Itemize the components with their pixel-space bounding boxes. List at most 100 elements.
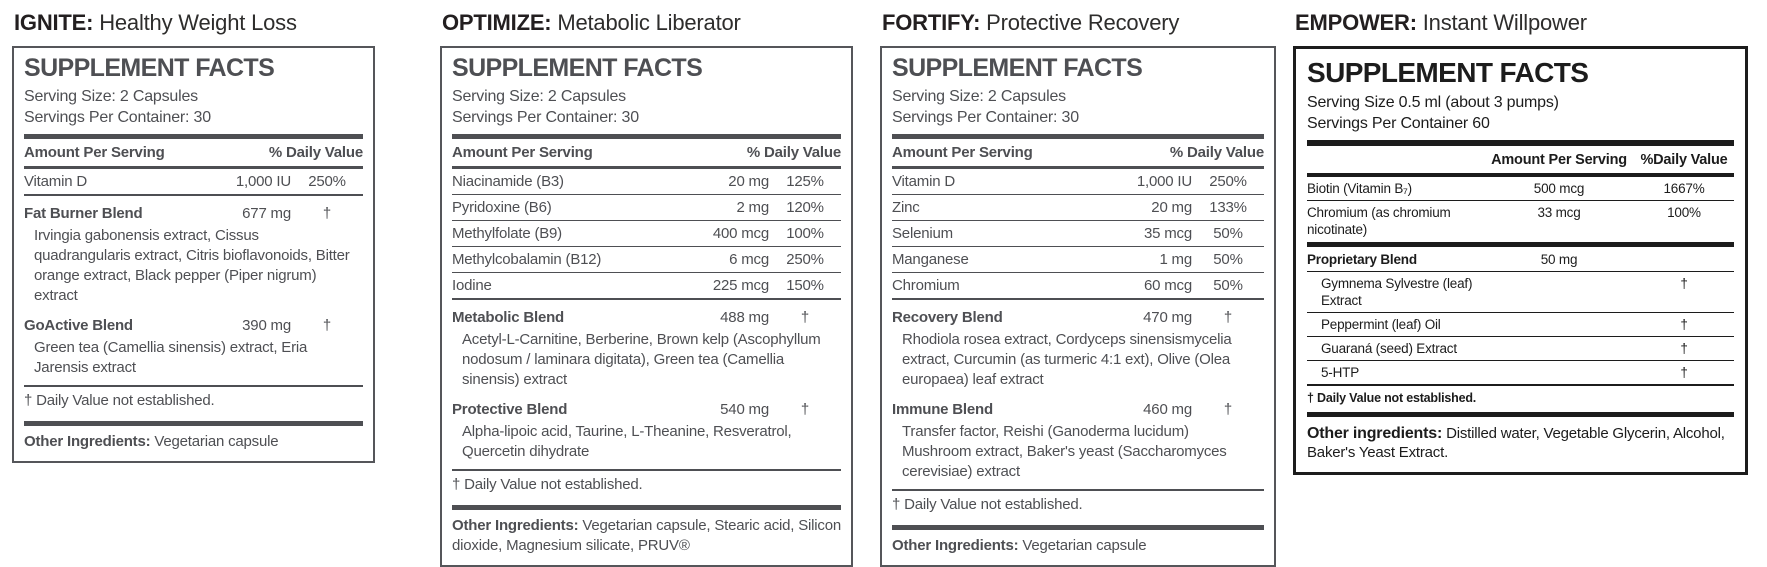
ingredient-row: Metabolic Blend 488 mg † bbox=[452, 305, 841, 330]
ingredient-daily-value: † bbox=[800, 401, 810, 418]
blend-sections: Fat Burner Blend 677 mg † Irvingia gabonens… bbox=[24, 194, 363, 382]
blend-sections: Metabolic Blend 488 mg † Acetyl-L-Carnitine… bbox=[452, 298, 841, 466]
ingredient-amount: 500 mcg bbox=[1533, 181, 1585, 196]
supplement-panel-optimize: OPTIMIZE: Metabolic Liberator SUPPLEMENT… bbox=[440, 6, 853, 567]
ingredient-daily-value: † bbox=[322, 317, 332, 334]
amount-header: Amount Per Serving bbox=[1491, 152, 1627, 168]
daily-value-footnote: † Daily Value not established. bbox=[892, 489, 1264, 519]
other-ingredients-text: Distilled water, Vegetable Glycerin, Alc… bbox=[1307, 425, 1725, 461]
ingredient-amount: 400 mcg bbox=[712, 225, 769, 242]
blend-ingredients-text: Irvingia gabonensis extract, Cissus quad… bbox=[34, 227, 350, 304]
ingredient-row: Recovery Blend 470 mg † bbox=[892, 305, 1264, 330]
ingredient-name: Peppermint (leaf) Oil bbox=[1321, 317, 1441, 332]
ingredient-name: Metabolic Blend bbox=[452, 309, 565, 326]
blend-section: Fat Burner Blend 677 mg † Irvingia gabonens… bbox=[24, 198, 363, 310]
amount-header: Amount Per Serving bbox=[892, 144, 1033, 161]
ingredient-name: Vitamin D bbox=[24, 173, 87, 190]
ingredient-daily-value: † bbox=[1680, 365, 1688, 380]
supplement-panel-ignite: IGNITE: Healthy Weight Loss SUPPLEMENT F… bbox=[12, 6, 375, 463]
ingredient-name: Pyridoxine (B6) bbox=[452, 199, 552, 216]
ingredient-name: Iodine bbox=[452, 277, 492, 294]
ingredient-row: Manganese 1 mg 50% bbox=[892, 247, 1264, 273]
ingredient-daily-value: † bbox=[322, 205, 332, 222]
ingredient-row: Peppermint (leaf) Oil † bbox=[1307, 312, 1734, 336]
table-header-row: Amount Per Serving % Daily Value bbox=[24, 139, 363, 169]
ingredient-daily-value: 150% bbox=[786, 277, 824, 294]
blend-section: Protective Blend 540 mg † Alpha-lipoic acid… bbox=[452, 394, 841, 466]
serving-size-line: Serving Size: 2 Capsules bbox=[452, 88, 626, 105]
divider-bar bbox=[892, 134, 1264, 139]
ingredient-row: 5-HTP † bbox=[1307, 360, 1734, 384]
panel-title-subtitle: Healthy Weight Loss bbox=[99, 10, 297, 35]
ingredient-row: Pyridoxine (B6) 2 mg 120% bbox=[452, 195, 841, 221]
serving-size-line: Serving Size: 2 Capsules bbox=[892, 88, 1066, 105]
ingredient-amount: 488 mg bbox=[720, 309, 769, 326]
facts-heading: SUPPLEMENT FACTS bbox=[24, 54, 275, 82]
supplement-facts-box: SUPPLEMENT FACTS Serving Size: 2 Capsule… bbox=[880, 46, 1276, 567]
ingredient-amount: 1 mg bbox=[1159, 251, 1192, 268]
panel-title-subtitle: Metabolic Liberator bbox=[557, 10, 741, 35]
ingredient-daily-value: 250% bbox=[1209, 173, 1247, 190]
panel-title-subtitle: Instant Willpower bbox=[1422, 10, 1587, 35]
other-ingredients-label: Other Ingredients: bbox=[892, 537, 1019, 554]
ingredient-amount: 35 mcg bbox=[1144, 225, 1192, 242]
ingredient-row: GoActive Blend 390 mg † bbox=[24, 313, 363, 338]
supplement-panel-empower: EMPOWER: Instant Willpower SUPPLEMENT FA… bbox=[1293, 6, 1748, 475]
serving-size-line: Serving Size: 2 Capsules bbox=[24, 88, 198, 105]
ingredient-amount: 390 mg bbox=[242, 317, 291, 334]
ingredient-daily-value: † bbox=[1680, 317, 1688, 332]
ingredient-amount: 540 mg bbox=[720, 401, 769, 418]
ingredient-row: Protective Blend 540 mg † bbox=[452, 397, 841, 422]
ingredient-amount: 1,000 IU bbox=[235, 173, 291, 190]
amount-header: Amount Per Serving bbox=[452, 144, 593, 161]
blend-ingredients-text: Acetyl-L-Carnitine, Berberine, Brown kel… bbox=[462, 331, 821, 388]
other-ingredients-label: Other ingredients: bbox=[1307, 425, 1443, 442]
daily-value-header: %Daily Value bbox=[1640, 152, 1728, 168]
ingredient-rows: Biotin (Vitamin B₇) 500 mcg 1667% Chromium … bbox=[1307, 177, 1734, 241]
ingredient-daily-value: † bbox=[1680, 276, 1688, 291]
ingredient-amount: 470 mg bbox=[1143, 309, 1192, 326]
ingredient-name: Biotin (Vitamin B₇) bbox=[1307, 181, 1412, 196]
ingredient-name: Vitamin D bbox=[892, 173, 955, 190]
ingredient-rows: Vitamin D 1,000 IU 250% bbox=[24, 169, 363, 194]
other-ingredients: Other Ingredients: Vegetarian capsule, S… bbox=[452, 510, 841, 556]
panel-title-brand: IGNITE: bbox=[14, 10, 94, 35]
ingredient-rows: Vitamin D 1,000 IU 250% Zinc 20 mg 133% Seleni… bbox=[892, 169, 1264, 298]
supplement-facts-box: SUPPLEMENT FACTS Serving Size: 2 Capsule… bbox=[440, 46, 853, 567]
facts-heading: SUPPLEMENT FACTS bbox=[1307, 57, 1589, 88]
table-header-row: Amount Per Serving %Daily Value bbox=[1307, 146, 1734, 177]
blend-ingredients-text: Rhodiola rosea extract, Cordyceps sinens… bbox=[902, 331, 1232, 388]
divider-bar bbox=[24, 421, 363, 426]
ingredient-row: Methylcobalamin (B12) 6 mcg 250% bbox=[452, 247, 841, 273]
panel-title-brand: EMPOWER: bbox=[1295, 10, 1417, 35]
divider-bar bbox=[1307, 140, 1734, 146]
divider-bar bbox=[1307, 412, 1734, 417]
serving-size-line: Serving Size 0.5 ml (about 3 pumps) bbox=[1307, 94, 1559, 111]
panel-title: EMPOWER: Instant Willpower bbox=[1295, 10, 1748, 36]
ingredient-name: Zinc bbox=[892, 199, 920, 216]
ingredient-name: Methylcobalamin (B12) bbox=[452, 251, 602, 268]
daily-value-header: % Daily Value bbox=[746, 144, 841, 161]
ingredient-daily-value: 100% bbox=[786, 225, 824, 242]
ingredient-name: Chromium bbox=[892, 277, 960, 294]
ingredient-name: GoActive Blend bbox=[24, 317, 133, 334]
proprietary-blend-section: Proprietary Blend 50 mg Gymnema Sylvestre … bbox=[1307, 248, 1734, 384]
ingredient-name: Proprietary Blend bbox=[1307, 252, 1417, 267]
ingredient-daily-value: † bbox=[1223, 401, 1233, 418]
servings-per-container-line: Servings Per Container: 30 bbox=[452, 109, 639, 126]
ingredient-name: Protective Blend bbox=[452, 401, 568, 418]
panel-title: IGNITE: Healthy Weight Loss bbox=[14, 10, 375, 36]
blend-section: Recovery Blend 470 mg † Rhodiola rosea extr… bbox=[892, 302, 1264, 394]
servings-per-container-line: Servings Per Container: 30 bbox=[24, 109, 211, 126]
divider-bar bbox=[24, 134, 363, 139]
ingredient-row: Iodine 225 mcg 150% bbox=[452, 273, 841, 298]
ingredient-amount: 460 mg bbox=[1143, 401, 1192, 418]
ingredient-row: Selenium 35 mcg 50% bbox=[892, 221, 1264, 247]
other-ingredients-text: Vegetarian capsule bbox=[1022, 537, 1147, 554]
ingredient-amount: 1,000 IU bbox=[1136, 173, 1192, 190]
blend-ingredients-text: Transfer factor, Reishi (Ganoderma lucid… bbox=[902, 423, 1227, 480]
daily-value-header: % Daily Value bbox=[1169, 144, 1264, 161]
ingredient-row: Immune Blend 460 mg † bbox=[892, 397, 1264, 422]
panel-title-subtitle: Protective Recovery bbox=[986, 10, 1180, 35]
ingredient-daily-value: 100% bbox=[1667, 205, 1701, 220]
